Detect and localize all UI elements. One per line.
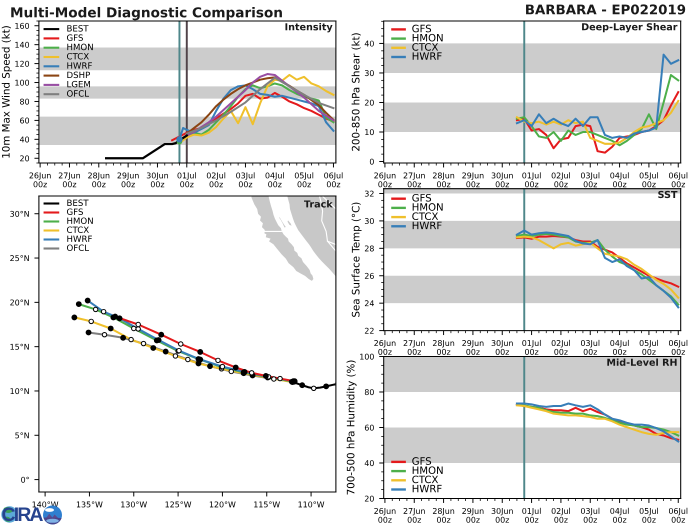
svg-text:CIRA: CIRA (1, 504, 43, 525)
